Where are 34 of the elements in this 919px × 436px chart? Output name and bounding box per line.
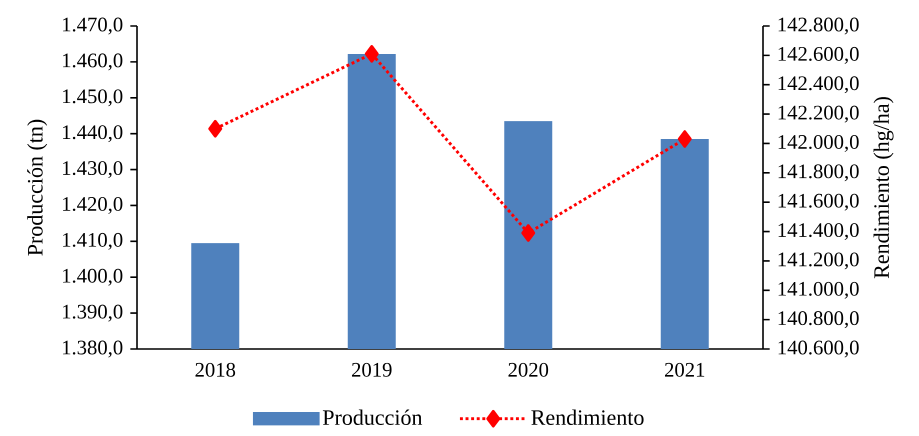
y-tick-label: 1.460,0	[63, 53, 122, 70]
y-tick-label: 1.410,0	[63, 232, 122, 250]
y2-tick-label: 142.000,0	[778, 134, 859, 152]
x-tick-label: 2019	[352, 362, 392, 377]
y-tick-label: 1.400,0	[63, 268, 122, 286]
x-tick-label: 2021	[664, 362, 704, 377]
point	[678, 130, 692, 148]
y2-tick-label: 141.800,0	[778, 164, 859, 182]
y2-tick-label: 142.400,0	[778, 76, 859, 94]
point	[364, 45, 379, 63]
y2-tick-label: 142.600,0	[778, 46, 859, 64]
x-tick-label: 2018	[195, 362, 236, 377]
x-tick-label: 2020	[508, 362, 548, 377]
y2-tick-label: 141.200,0	[778, 252, 859, 270]
y2-tick-label: 141.400,0	[778, 223, 859, 240]
y2-tick-label: 140.800,0	[778, 311, 859, 328]
point	[208, 120, 222, 138]
y-tick-label: 1.430,0	[63, 161, 122, 178]
y-tick-label: 1.470,0	[63, 18, 122, 34]
y2-tick-label: 141.600,0	[778, 194, 859, 211]
y2-axis-title: Rendimiento (hg/ha)	[874, 97, 894, 278]
y-tick-label: 1.450,0	[63, 89, 122, 106]
y-tick-label: 1.380,0	[63, 340, 122, 358]
y-tick-label: 1.390,0	[63, 304, 122, 322]
y-axis-title: Producción (tn)	[27, 120, 48, 256]
legend-label: Rendimiento	[531, 410, 644, 425]
y2-tick-label: 142.200,0	[778, 106, 859, 123]
legend-label: Producción	[322, 410, 422, 426]
y2-tick-label: 140.600,0	[778, 340, 859, 358]
y-tick-label: 1.440,0	[63, 125, 122, 142]
y-tick-label: 1.420,0	[63, 196, 122, 214]
point	[521, 224, 536, 242]
y2-tick-label: 142.800,0	[778, 18, 859, 34]
y2-tick-label: 141.000,0	[778, 282, 859, 299]
